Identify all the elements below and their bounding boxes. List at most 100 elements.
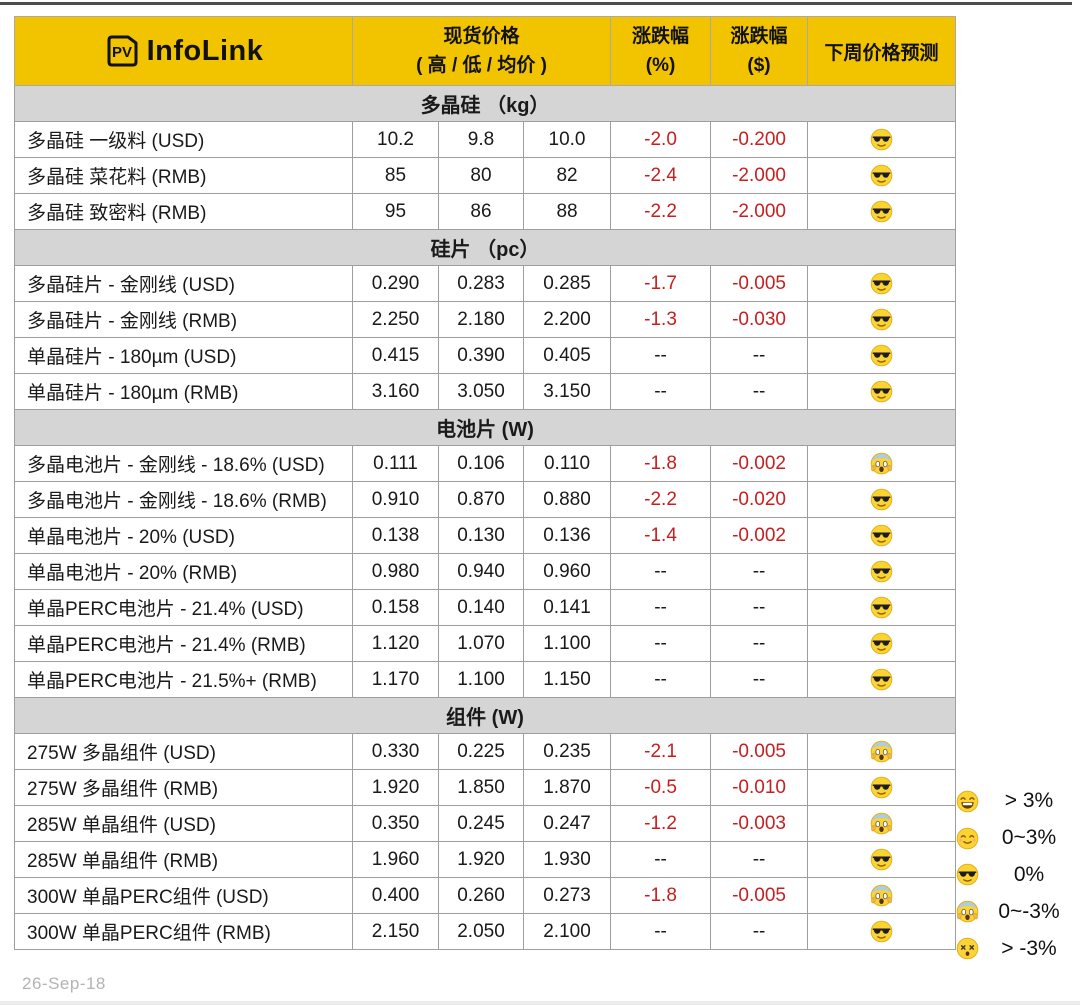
price-avg-cell: 1.150: [522, 661, 612, 698]
change-pct-cell: -2.1: [610, 733, 712, 770]
product-name-cell: 275W 多晶组件 (RMB): [14, 769, 353, 806]
price-high-cell: 85: [352, 157, 439, 194]
change-pct-cell: -2.0: [610, 121, 712, 158]
table-header-row: PV InfoLink 现货价格 ( 高 / 低 / 均价 ) 涨跌幅 (%): [14, 16, 957, 86]
price-high-cell: 0.158: [352, 589, 439, 626]
product-name-cell: 285W 单晶组件 (USD): [14, 805, 353, 842]
section-title: 硅片 （pc）: [13, 229, 957, 266]
change-usd-cell: -2.000: [710, 157, 809, 194]
pv-logo-icon: PV: [107, 35, 138, 67]
forecast-cell: [807, 121, 957, 158]
price-low-cell: 0.140: [438, 589, 524, 626]
change-usd-cell: --: [710, 373, 809, 410]
sunglasses-emoji-icon: [870, 920, 893, 943]
table-row: 多晶硅 菜花料 (RMB) 85 80 82 -2.4 -2.000: [14, 157, 957, 194]
forecast-cell: [807, 301, 957, 338]
forecast-cell: [807, 337, 957, 374]
forecast-cell: [807, 193, 957, 230]
price-high-cell: 0.980: [352, 553, 439, 590]
product-name-cell: 300W 单晶PERC组件 (USD): [14, 877, 353, 914]
price-avg-cell: 1.930: [522, 841, 612, 878]
price-avg-cell: 1.870: [522, 769, 612, 806]
legend-label: 0~-3%: [998, 899, 1060, 923]
product-name-cell: 单晶PERC电池片 - 21.4% (RMB): [14, 625, 353, 662]
forecast-cell: [807, 481, 957, 518]
legend-item: 0%: [956, 857, 1070, 894]
table-row: 单晶PERC电池片 - 21.5%+ (RMB) 1.170 1.100 1.150-…: [14, 661, 957, 698]
table-row: 300W 单晶PERC组件 (RMB) 2.150 2.050 2.100 -- --: [14, 913, 957, 950]
change-pct-header: 涨跌幅 (%): [610, 16, 712, 86]
change-usd-cell: --: [710, 589, 809, 626]
price-avg-cell: 0.141: [522, 589, 612, 626]
sunglasses-emoji-icon: [870, 488, 893, 511]
table-row: 单晶PERC电池片 - 21.4% (USD) 0.158 0.140 0.141 --…: [14, 589, 957, 626]
table-row: 285W 单晶组件 (USD) 0.350 0.245 0.247 -1.2 -0.003: [14, 805, 957, 842]
legend-item: 0~-3%: [956, 893, 1070, 930]
product-name-cell: 单晶硅片 - 180µm (USD): [14, 337, 353, 374]
price-avg-cell: 10.0: [522, 121, 612, 158]
price-low-cell: 1.100: [438, 661, 524, 698]
change-usd-cell: --: [710, 841, 809, 878]
price-high-cell: 0.138: [352, 517, 439, 554]
price-high-cell: 2.250: [352, 301, 439, 338]
forecast-cell: [807, 265, 957, 302]
table-row: 多晶硅 致密料 (RMB) 95 86 88 -2.2 -2.000: [14, 193, 957, 230]
change-usd-cell: -0.005: [710, 265, 809, 302]
price-low-cell: 0.130: [438, 517, 524, 554]
change-usd-cell: --: [710, 337, 809, 374]
forecast-cell: [807, 841, 957, 878]
change-pct-cell: --: [610, 841, 712, 878]
price-low-cell: 1.920: [438, 841, 524, 878]
change-usd-cell: -2.000: [710, 193, 809, 230]
price-high-cell: 0.330: [352, 733, 439, 770]
price-avg-cell: 0.405: [522, 337, 612, 374]
change-usd-cell: --: [710, 661, 809, 698]
product-name-cell: 多晶硅片 - 金刚线 (RMB): [14, 301, 353, 338]
price-high-cell: 1.120: [352, 625, 439, 662]
price-high-cell: 1.920: [352, 769, 439, 806]
sunglasses-emoji-icon: [870, 344, 893, 367]
table-row: 多晶硅片 - 金刚线 (RMB) 2.250 2.180 2.200 -1.3 -0.03…: [14, 301, 957, 338]
change-usd-header: 涨跌幅 ($): [710, 16, 809, 86]
change-pct-cell: -1.8: [610, 445, 712, 482]
scream-emoji-icon: [870, 812, 893, 835]
change-pct-cell: -1.2: [610, 805, 712, 842]
price-low-cell: 2.180: [438, 301, 524, 338]
price-avg-cell: 0.285: [522, 265, 612, 302]
change-pct-title: 涨跌幅: [632, 25, 690, 47]
section-title: 组件 (W): [13, 697, 957, 734]
table-row: 275W 多晶组件 (RMB) 1.920 1.850 1.870 -0.5 -0.010: [14, 769, 957, 806]
scream-emoji-icon: [870, 452, 893, 475]
change-usd-unit: ($): [747, 55, 771, 76]
price-low-cell: 0.870: [438, 481, 524, 518]
legend-label: 0~3%: [1001, 826, 1057, 850]
scream-emoji-icon: [870, 740, 893, 763]
price-low-cell: 0.260: [438, 877, 524, 914]
forecast-cell: [807, 913, 957, 950]
section-header-row: 组件 (W): [13, 697, 957, 734]
section-header-row: 多晶硅 （kg）: [13, 85, 957, 122]
table-row: 单晶硅片 - 180µm (USD) 0.415 0.390 0.405 -- --: [14, 337, 957, 374]
price-low-cell: 0.283: [438, 265, 524, 302]
product-name-cell: 多晶硅 一级料 (USD): [14, 121, 353, 158]
sunglasses-emoji-icon: [870, 596, 893, 619]
sunglasses-emoji-icon: [870, 308, 893, 331]
sunglasses-emoji-icon: [870, 668, 893, 691]
change-pct-cell: -1.8: [610, 877, 712, 914]
price-high-cell: 0.350: [352, 805, 439, 842]
legend-item: > -3%: [956, 930, 1070, 967]
scream-emoji-icon: [956, 900, 979, 923]
change-pct-cell: -2.2: [610, 481, 712, 518]
product-name-cell: 单晶PERC电池片 - 21.5%+ (RMB): [14, 661, 353, 698]
change-usd-cell: -0.005: [710, 877, 809, 914]
price-low-cell: 86: [438, 193, 524, 230]
change-usd-cell: -0.010: [710, 769, 809, 806]
change-usd-cell: -0.002: [710, 445, 809, 482]
sunglasses-emoji-icon: [870, 632, 893, 655]
price-low-cell: 3.050: [438, 373, 524, 410]
change-pct-cell: --: [610, 589, 712, 626]
grin-emoji-icon: [956, 790, 979, 813]
price-avg-cell: 1.100: [522, 625, 612, 662]
price-high-cell: 95: [352, 193, 439, 230]
forecast-cell: [807, 445, 957, 482]
